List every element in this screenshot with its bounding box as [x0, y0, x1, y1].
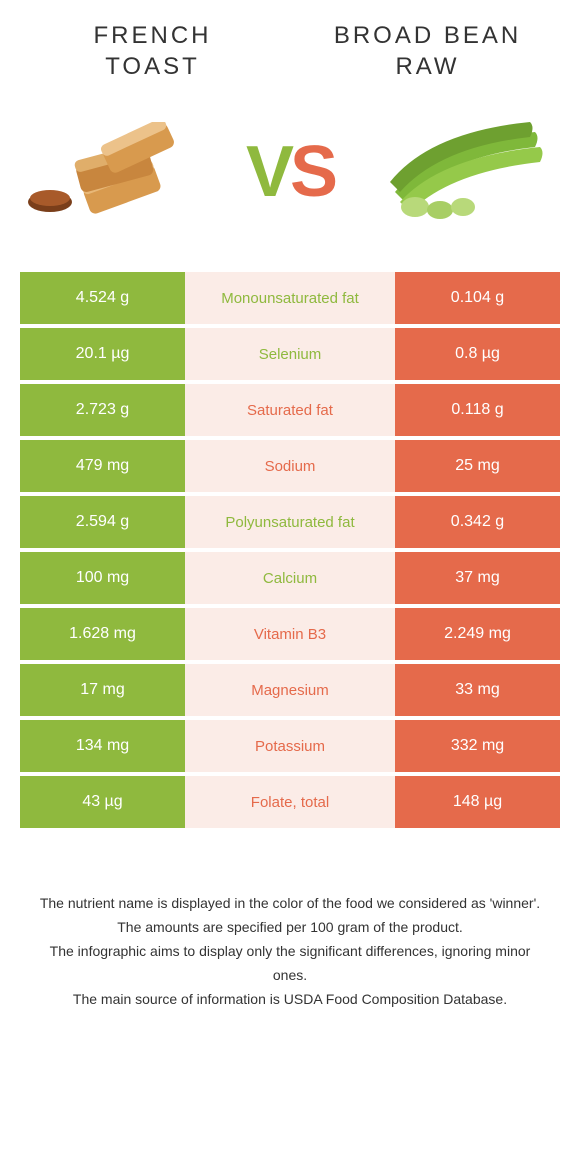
header: FRENCH TOAST BROAD BEAN RAW: [15, 20, 565, 82]
table-row: 1.628 mgVitamin B32.249 mg: [20, 608, 560, 664]
value-left: 17 mg: [20, 664, 185, 720]
nutrient-label: Magnesium: [185, 664, 395, 720]
table-row: 134 mgPotassium332 mg: [20, 720, 560, 776]
broad-bean-image: [385, 112, 555, 232]
vs-label: VS: [246, 131, 334, 213]
table-row: 100 mgCalcium37 mg: [20, 552, 560, 608]
vs-v: V: [246, 132, 290, 212]
comparison-table: 4.524 gMonounsaturated fat0.104 g20.1 µg…: [20, 272, 560, 832]
footer-line: The main source of information is USDA F…: [35, 988, 545, 1012]
value-right: 332 mg: [395, 720, 560, 776]
value-right: 148 µg: [395, 776, 560, 832]
nutrient-label: Polyunsaturated fat: [185, 496, 395, 552]
food-left-title: FRENCH TOAST: [29, 20, 277, 82]
nutrient-label: Potassium: [185, 720, 395, 776]
value-right: 0.104 g: [395, 272, 560, 328]
value-left: 479 mg: [20, 440, 185, 496]
value-left: 2.723 g: [20, 384, 185, 440]
table-row: 20.1 µgSelenium0.8 µg: [20, 328, 560, 384]
french-toast-image: [25, 112, 195, 232]
table-row: 17 mgMagnesium33 mg: [20, 664, 560, 720]
value-right: 33 mg: [395, 664, 560, 720]
vs-s: S: [290, 132, 334, 212]
value-right: 0.8 µg: [395, 328, 560, 384]
nutrient-label: Vitamin B3: [185, 608, 395, 664]
value-right: 37 mg: [395, 552, 560, 608]
food-right-title: BROAD BEAN RAW: [304, 20, 552, 82]
footer-notes: The nutrient name is displayed in the co…: [15, 892, 565, 1011]
vs-row: VS: [15, 112, 565, 232]
value-right: 25 mg: [395, 440, 560, 496]
value-left: 43 µg: [20, 776, 185, 832]
footer-line: The infographic aims to display only the…: [35, 940, 545, 988]
value-left: 4.524 g: [20, 272, 185, 328]
nutrient-label: Monounsaturated fat: [185, 272, 395, 328]
table-row: 479 mgSodium25 mg: [20, 440, 560, 496]
footer-line: The amounts are specified per 100 gram o…: [35, 916, 545, 940]
table-row: 2.594 gPolyunsaturated fat0.342 g: [20, 496, 560, 552]
value-right: 2.249 mg: [395, 608, 560, 664]
value-left: 100 mg: [20, 552, 185, 608]
value-left: 20.1 µg: [20, 328, 185, 384]
nutrient-label: Calcium: [185, 552, 395, 608]
value-left: 134 mg: [20, 720, 185, 776]
footer-line: The nutrient name is displayed in the co…: [35, 892, 545, 916]
nutrient-label: Saturated fat: [185, 384, 395, 440]
value-right: 0.118 g: [395, 384, 560, 440]
nutrient-label: Selenium: [185, 328, 395, 384]
value-right: 0.342 g: [395, 496, 560, 552]
table-row: 2.723 gSaturated fat0.118 g: [20, 384, 560, 440]
value-left: 2.594 g: [20, 496, 185, 552]
table-row: 43 µgFolate, total148 µg: [20, 776, 560, 832]
value-left: 1.628 mg: [20, 608, 185, 664]
nutrient-label: Sodium: [185, 440, 395, 496]
nutrient-label: Folate, total: [185, 776, 395, 832]
table-row: 4.524 gMonounsaturated fat0.104 g: [20, 272, 560, 328]
